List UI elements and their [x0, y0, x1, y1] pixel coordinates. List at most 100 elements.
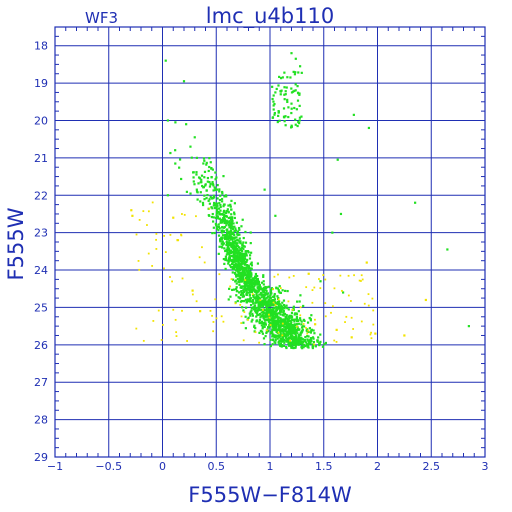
scatter-point — [302, 346, 305, 349]
scatter-point — [238, 283, 241, 286]
scatter-point — [286, 76, 289, 79]
scatter-point — [291, 345, 294, 348]
scatter-point — [249, 304, 253, 307]
y-tick-label: 28 — [34, 414, 48, 427]
scatter-point — [236, 249, 239, 252]
scatter-point — [271, 302, 275, 305]
scatter-point — [270, 318, 273, 321]
scatter-point — [273, 298, 277, 301]
scatter-point — [237, 239, 240, 242]
scatter-point — [193, 136, 196, 139]
scatter-point — [292, 70, 295, 73]
scatter-point — [228, 239, 231, 242]
scatter-point — [200, 174, 204, 177]
scatter-point — [201, 201, 205, 205]
x-tick-label: 1 — [267, 460, 274, 473]
scatter-point — [278, 328, 281, 331]
scatter-point — [235, 258, 239, 261]
scatter-point — [235, 282, 238, 285]
scatter-point — [250, 309, 253, 312]
scatter-point — [281, 328, 285, 331]
scatter-point — [270, 292, 273, 295]
scatter-point — [220, 218, 223, 221]
scatter-point — [300, 323, 303, 326]
scatter-point — [256, 277, 259, 281]
scatter-point — [269, 288, 272, 292]
scatter-point — [277, 298, 280, 301]
scatter-point — [208, 157, 211, 160]
scatter-point — [281, 318, 284, 321]
scatter-point — [235, 289, 238, 293]
scatter-point — [214, 171, 217, 174]
scatter-point — [155, 248, 158, 250]
scatter-point — [414, 201, 417, 204]
scatter-point — [234, 255, 237, 258]
scatter-point — [242, 300, 245, 303]
scatter-point — [310, 329, 313, 332]
scatter-point — [269, 324, 272, 326]
scatter-point — [219, 209, 222, 212]
scatter-point — [282, 332, 285, 336]
scatter-point — [218, 190, 221, 193]
scatter-point — [257, 280, 260, 283]
scatter-point — [235, 221, 238, 224]
scatter-point — [277, 111, 280, 114]
scatter-point — [248, 291, 252, 294]
scatter-point — [131, 214, 134, 217]
scatter-point — [288, 319, 291, 322]
scatter-point — [251, 293, 254, 295]
scatter-point — [269, 304, 273, 307]
scatter-point — [231, 219, 234, 222]
scatter-point — [263, 288, 266, 291]
scatter-point — [246, 258, 249, 262]
scatter-point — [281, 339, 285, 342]
scatter-point — [296, 318, 299, 322]
scatter-point — [223, 203, 226, 206]
scatter-point — [283, 321, 286, 324]
scatter-point — [233, 213, 236, 216]
scatter-point — [294, 340, 297, 343]
scatter-point — [250, 251, 253, 254]
scatter-point — [227, 231, 230, 235]
scatter-point — [259, 308, 262, 311]
scatter-point — [279, 305, 282, 308]
scatter-point — [231, 227, 235, 231]
scatter-point — [273, 295, 276, 299]
scatter-point — [304, 335, 307, 339]
scatter-point — [239, 276, 242, 279]
scatter-point — [271, 333, 274, 337]
scatter-point — [218, 273, 221, 276]
scatter-point — [216, 225, 219, 228]
scatter-point — [287, 300, 290, 303]
scatter-point — [247, 251, 250, 254]
scatter-point — [298, 92, 301, 95]
scatter-point — [272, 108, 275, 111]
scatter-point — [361, 278, 364, 281]
scatter-point — [146, 224, 148, 226]
scatter-point — [226, 245, 230, 248]
scatter-point — [291, 342, 294, 345]
scatter-point — [272, 320, 275, 323]
scatter-point — [200, 178, 203, 181]
scatter-point — [290, 107, 293, 110]
scatter-point — [324, 278, 327, 281]
scatter-point — [238, 265, 241, 268]
scatter-point — [263, 308, 266, 311]
scatter-point — [181, 277, 184, 280]
scatter-point — [275, 287, 278, 290]
scatter-point — [294, 330, 297, 333]
scatter-point — [297, 322, 300, 325]
scatter-point — [218, 198, 222, 202]
scatter-point — [286, 330, 289, 333]
scatter-point — [244, 277, 248, 280]
scatter-point — [293, 338, 297, 341]
scatter-point — [174, 121, 177, 124]
scatter-point — [186, 340, 188, 342]
scatter-point — [266, 319, 269, 322]
scatter-point — [287, 308, 290, 311]
scatter-point — [213, 231, 216, 235]
x-tick-label: 2.5 — [423, 460, 441, 473]
scatter-point — [233, 229, 236, 233]
scatter-point — [254, 301, 257, 304]
